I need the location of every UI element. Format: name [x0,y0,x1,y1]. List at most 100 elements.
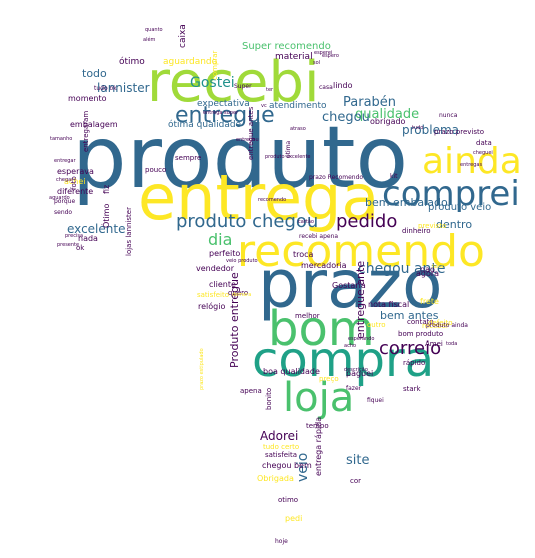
word: Super recomendo [242,41,331,52]
word: receber [422,322,449,330]
word: data [476,139,492,147]
word: boa qualidade [263,367,320,376]
word: entrega [138,161,380,234]
word: recebi [147,50,320,115]
word: bem embalado. [365,196,451,209]
word: chegou bem [262,461,312,470]
word: fiquei [367,397,384,404]
word: correio [379,338,442,359]
word: ótimo [119,57,145,67]
word: otimo [278,496,299,504]
word: aguardo [49,195,70,201]
word: loja [283,375,355,421]
word: melhor [295,312,320,320]
word: paguei [346,369,374,378]
word: bom produto [398,330,444,338]
word: porque [54,198,76,205]
word: presente [57,242,80,248]
word: momento [68,94,107,103]
word: acho [344,343,357,349]
word: tamanho [50,136,73,142]
word: lindo [333,81,353,90]
word: entrega super [203,110,239,116]
word: recebi apena [299,233,339,240]
word: bonito [265,387,273,410]
word: vendedor [196,264,234,273]
word: material [275,52,313,62]
word: demora [232,292,252,298]
word: satisfeito [197,291,230,299]
word: entregue antes [247,106,255,160]
word: achei [64,177,86,186]
word: kit [390,173,398,180]
word: ok [76,244,85,252]
word: obrigado [370,117,406,126]
word: vc [261,103,267,109]
word: recomendo [237,226,485,277]
word: Amei [425,340,443,348]
word: agora [416,269,440,278]
word: nada [78,234,98,243]
word: pedido [336,211,398,232]
word: lojas lannister [125,207,133,256]
word: entregou [236,137,259,143]
word: Parabén [343,95,397,110]
word: espero [322,53,339,59]
word: tudo ok [94,85,117,92]
word: excelente [67,222,126,236]
word: dinheiro [402,227,431,235]
word: dentro [436,218,473,231]
word: nota fiscal [368,300,410,309]
word: ótima qualidade [168,120,242,130]
word: chegou [322,110,370,125]
word: Obrigada [257,474,294,483]
word: embalagem [70,120,118,129]
word: Gostei [190,75,235,91]
word: esperava [57,167,94,176]
word: Adorei [260,429,299,443]
word: stark [403,385,421,393]
word: bem antes [380,309,439,322]
word: satisfeita [265,451,298,459]
word: defeito [428,319,453,327]
word: qualidade [355,107,420,122]
word: mercadoria [301,261,347,270]
word: contato [407,318,434,326]
word: site [346,453,370,468]
word: recomendo [258,197,287,203]
word: falta [432,264,444,270]
word: produto excelente [265,154,311,160]
word: cartão [298,219,314,225]
word: atraso [290,126,306,132]
word: frete [420,297,439,306]
word: diferente [57,187,94,196]
word: chegou ante [358,261,446,277]
word: prazo previsto [434,128,485,136]
word: Super [234,83,252,90]
word: cor [350,477,362,485]
word: prazo [258,246,443,323]
word: veio produto [226,258,258,264]
word: outro [367,321,386,329]
word: chegar [56,177,74,183]
word: aguardando [163,57,218,67]
word: troca [293,250,314,259]
word: quanto [145,27,163,33]
word: cliente [209,280,236,289]
word: todo [82,67,107,80]
word: previsto [418,222,447,230]
word: hoje [275,538,288,545]
word: preço [319,375,339,383]
word: rápido [403,359,426,367]
word: descrição [344,367,368,373]
word: comprei [382,174,520,214]
word: caixa [178,24,188,48]
word: esperei [314,50,333,56]
word: Ótimo [102,203,111,228]
word: pedi [285,514,303,523]
word: esperando [348,336,375,342]
word: entregue ante [354,260,367,339]
word: toda [446,341,458,347]
word: entregar [54,158,76,164]
